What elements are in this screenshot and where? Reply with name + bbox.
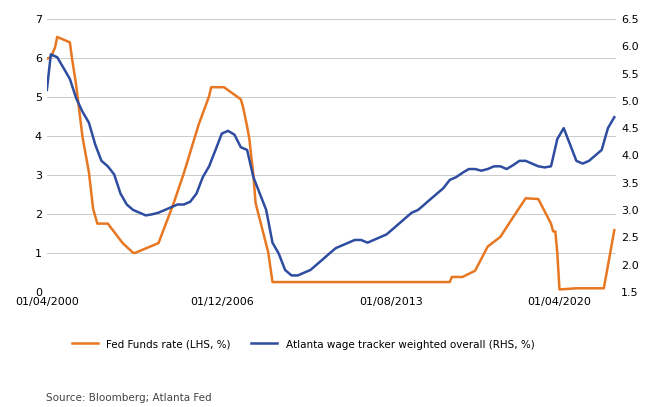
- Text: Source: Bloomberg; Atlanta Fed: Source: Bloomberg; Atlanta Fed: [46, 393, 211, 403]
- Line: Fed Funds rate (LHS, %): Fed Funds rate (LHS, %): [47, 37, 614, 289]
- Line: Atlanta wage tracker weighted overall (RHS, %): Atlanta wage tracker weighted overall (R…: [47, 55, 614, 276]
- Legend: Fed Funds rate (LHS, %), Atlanta wage tracker weighted overall (RHS, %): Fed Funds rate (LHS, %), Atlanta wage tr…: [67, 335, 539, 354]
